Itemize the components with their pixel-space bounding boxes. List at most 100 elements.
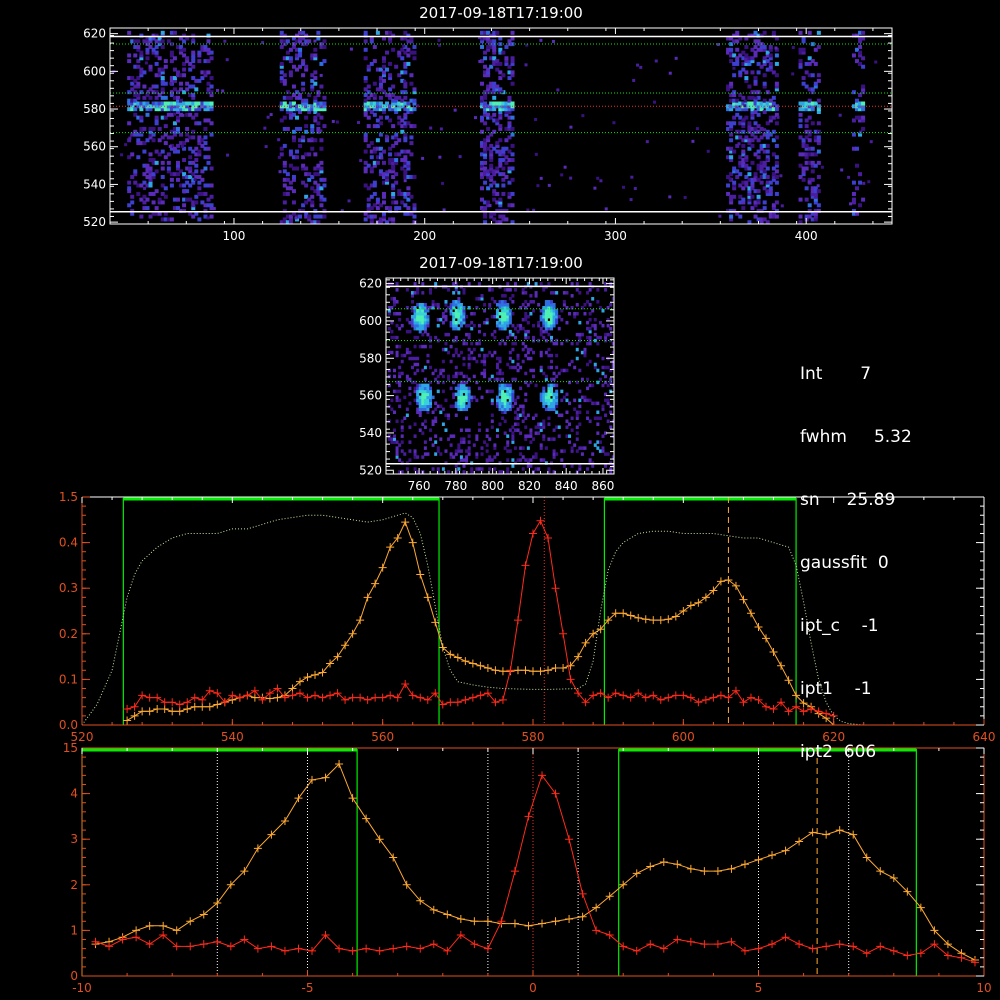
heatmap-top-cell [409, 98, 414, 103]
heatmap-zoom-cell [472, 323, 476, 328]
heatmap-zoom-cell [449, 452, 453, 456]
profile-offset-reference-point [862, 949, 871, 958]
heatmap-top-cell [319, 61, 324, 66]
heatmap-zoom-cell [586, 291, 590, 295]
heatmap-zoom-cell [516, 413, 520, 418]
heatmap-zoom-cell [537, 431, 541, 435]
heatmap-top-cell [480, 172, 485, 177]
heatmap-zoom-cell [392, 410, 396, 415]
heatmap-top-speckle [207, 52, 211, 56]
heatmap-top-cell [409, 50, 414, 55]
heatmap-top-speckle [335, 120, 339, 124]
heatmap-zoom-cell [436, 306, 440, 310]
heatmap-zoom-cell [565, 410, 569, 415]
heatmap-top-cell [756, 166, 761, 171]
heatmap-top-cell [363, 56, 368, 61]
heatmap-top-cell [510, 220, 515, 224]
heatmap-top-cell [133, 93, 138, 98]
heatmap-zoom-cell [596, 410, 600, 415]
heatmap-top-cell [298, 143, 303, 148]
heatmap-zoom-cell [493, 335, 497, 340]
profile-wavelength-reference-point [784, 707, 793, 716]
heatmap-zoom-cell [544, 392, 548, 397]
heatmap-zoom-cell [431, 419, 435, 423]
heatmap-top-cell [295, 67, 300, 72]
heatmap-zoom-cell [542, 425, 546, 429]
heatmap-top-cell [148, 166, 153, 171]
heatmap-zoom-cell [387, 311, 391, 316]
heatmap-top-cell [741, 160, 746, 165]
heatmap-top-cell [744, 115, 749, 120]
heatmap-top-cell [378, 152, 383, 157]
heatmap-zoom-cell [555, 314, 559, 319]
heatmap-zoom-cell [560, 368, 564, 373]
heatmap-top-cell [732, 186, 737, 191]
heatmap-zoom-cell [526, 320, 530, 325]
heatmap-top-cell [759, 135, 764, 140]
heatmap-top-cell [163, 132, 168, 137]
heatmap-top-cell [732, 121, 737, 126]
heatmap-zoom-cell [534, 291, 538, 295]
heatmap-zoom-cell [416, 386, 420, 391]
heatmap-top-cell [206, 39, 211, 44]
heatmap-zoom-cell [411, 380, 415, 385]
profile-wavelength-reference-point [476, 691, 485, 700]
profile-wavelength-profile-point [724, 575, 733, 584]
heatmap-top-cell [801, 143, 806, 148]
heatmap-top-cell [151, 36, 156, 41]
heatmap-top-cell [759, 44, 764, 49]
heatmap-zoom-cell [593, 317, 597, 322]
heatmap-top-cell [406, 160, 411, 165]
heatmap-zoom-cell [601, 356, 605, 361]
heatmap-zoom-cell [565, 291, 569, 295]
profile-offset-profile-point [132, 926, 141, 935]
heatmap-zoom-cell [544, 446, 548, 450]
heatmap-top-cell [507, 169, 512, 174]
heatmap-top-cell [151, 104, 156, 109]
heatmap-top-cell [738, 155, 743, 160]
heatmap-zoom-cell [459, 428, 463, 432]
heatmap-top-cell [735, 112, 740, 117]
heatmap-zoom-cell [604, 365, 608, 370]
heatmap-top-cell [188, 175, 193, 179]
heatmap-top-cell [858, 203, 863, 208]
heatmap-top-cell [495, 169, 500, 174]
heatmap-top-cell [858, 93, 863, 98]
heatmap-top-cell [304, 166, 309, 171]
heatmap-top-cell [381, 107, 386, 112]
heatmap-zoom-cell [511, 311, 515, 316]
heatmap-top-cell [307, 217, 312, 222]
heatmap-top-cell [774, 169, 779, 174]
heatmap-zoom-cell [526, 303, 530, 307]
heatmap-zoom-cell [457, 311, 461, 316]
profile-wavelength-profile-point [619, 609, 628, 618]
heatmap-top-cell [363, 33, 368, 38]
heatmap-zoom-cell [493, 329, 497, 334]
heatmap-zoom-cell [575, 416, 579, 421]
heatmap-zoom-cell [418, 320, 422, 325]
profile-offset-reference-point [267, 942, 276, 951]
heatmap-top-speckle [718, 214, 722, 218]
heatmap-zoom-cell [475, 455, 479, 459]
heatmap-top-cell [486, 115, 491, 120]
heatmap-top-cell [142, 206, 147, 211]
heatmap-top-cell [801, 166, 806, 171]
heatmap-zoom-cell [457, 407, 461, 412]
heatmap-top-speckle [654, 59, 658, 63]
heatmap-top-cell [148, 177, 153, 182]
heatmap-zoom-cell [485, 449, 489, 453]
heatmap-top-ytick-label: 540 [83, 177, 106, 191]
heatmap-zoom-cell [405, 329, 409, 334]
heatmap-zoom-cell [395, 311, 399, 316]
heatmap-zoom-cell [591, 401, 595, 406]
profile-wavelength-reference-point [634, 689, 643, 698]
heatmap-zoom-cell [501, 303, 505, 307]
heatmap-top-speckle [478, 36, 482, 40]
heatmap-top-speckle [310, 137, 314, 141]
heatmap-top-cell [372, 203, 377, 208]
heatmap-top-cell [510, 132, 515, 137]
heatmap-zoom-cell [539, 368, 543, 373]
profile-wavelength-reference-point [258, 695, 267, 704]
heatmap-zoom-cell [583, 350, 587, 355]
heatmap-zoom-cell [483, 440, 487, 444]
